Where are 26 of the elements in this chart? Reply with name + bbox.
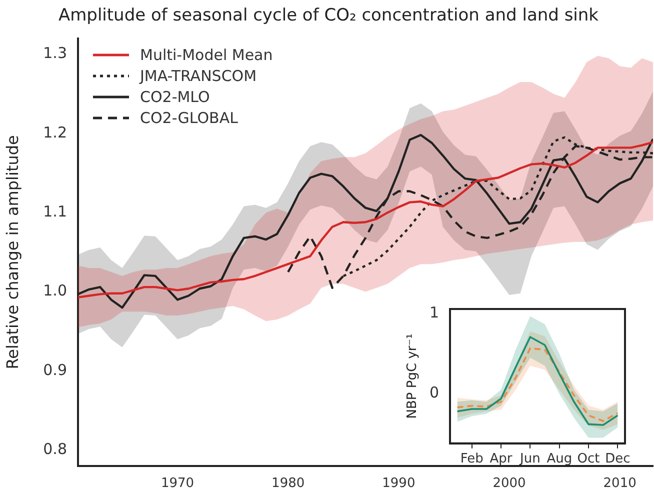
y-tick-label: 1.3 <box>43 44 67 62</box>
x-tick-label: 2000 <box>492 476 526 488</box>
x-tick-label: Dec <box>605 452 630 467</box>
legend-label: JMA-TRANSCOM <box>140 67 257 85</box>
y-tick-label: 1.1 <box>43 202 67 220</box>
y-tick-label: 0.8 <box>43 440 67 458</box>
y-tick-label: 1.2 <box>43 123 67 142</box>
legend-label: CO2-GLOBAL <box>140 109 238 127</box>
legend-label: Multi-Model Mean <box>140 46 273 64</box>
y-axis-title: Relative change in amplitude <box>2 135 22 370</box>
x-tick-label: Oct <box>577 452 600 467</box>
x-tick-label: 1990 <box>382 476 416 488</box>
x-tick-label: Aug <box>546 452 572 467</box>
x-tick-label: 1980 <box>272 476 305 488</box>
x-tick-label: 2010 <box>603 476 636 488</box>
x-tick-label: 1970 <box>160 476 194 488</box>
chart-title: Amplitude of seasonal cycle of CO₂ concentration and land sink <box>58 6 599 26</box>
y-axis-title: NBP PgC yr⁻¹ <box>405 334 420 419</box>
y-tick-label: 0.9 <box>43 360 67 379</box>
x-tick-label: Jun <box>519 452 540 467</box>
x-tick-label: Apr <box>490 452 513 467</box>
x-tick-label: Feb <box>460 452 484 467</box>
y-tick-label: 0 <box>429 384 439 402</box>
y-tick-label: 1.0 <box>43 282 67 300</box>
legend-label: CO2-MLO <box>140 88 210 106</box>
y-tick-label: 1 <box>429 304 439 322</box>
